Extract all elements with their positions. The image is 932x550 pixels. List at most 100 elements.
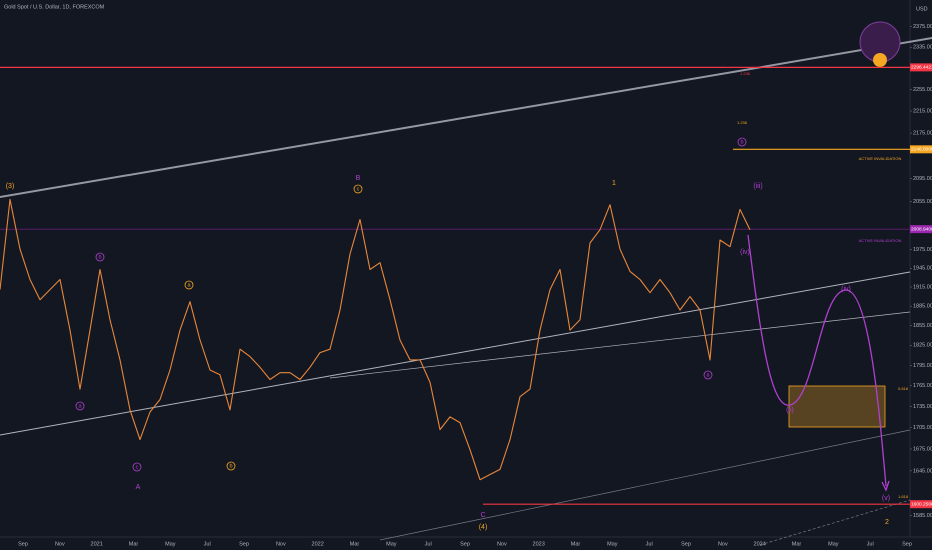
- y-tick-label: 1945.0000: [913, 266, 932, 272]
- wave-label: C: [480, 512, 485, 519]
- x-tick-label: Nov: [718, 541, 728, 547]
- wave-label: (iv): [740, 249, 750, 256]
- x-tick-label: Sep: [681, 541, 691, 547]
- y-tick-label: 1675.0000: [913, 446, 932, 452]
- wave-circle: [95, 252, 105, 262]
- level-note: 0.618: [898, 386, 909, 391]
- wave-label: a: [187, 282, 191, 288]
- x-tick-label: 2021: [91, 541, 103, 547]
- y-tick-label: 1975.0000: [913, 247, 932, 253]
- wave-circle: [184, 280, 194, 290]
- wave-circle: [132, 462, 142, 472]
- x-tick-label: 2022: [312, 541, 324, 547]
- x-tick-label: Jul: [646, 541, 653, 547]
- y-tick-label: 2255.0000: [913, 87, 932, 93]
- currency: USD: [916, 6, 928, 12]
- level-label: 1600.2508: [911, 501, 932, 507]
- y-tick-label: 1765.0000: [913, 383, 932, 389]
- x-tick-label: Jul: [867, 541, 874, 547]
- projection-arrow: [881, 480, 890, 492]
- wave-label: 1: [612, 180, 616, 187]
- channel-line: [0, 37, 932, 198]
- wave-label: (4): [479, 524, 488, 531]
- wave-label: (iii): [753, 183, 762, 190]
- x-tick-label: Jul: [425, 541, 432, 547]
- target-zone: [788, 385, 886, 428]
- logo-coin: [873, 53, 887, 67]
- level-note: 1.618: [898, 494, 909, 499]
- projection-path: [747, 234, 887, 487]
- y-tick-label: 2055.0000: [913, 199, 932, 205]
- level-label: 2296.4421: [911, 65, 932, 71]
- wave-label: b: [229, 463, 232, 469]
- x-tick-label: May: [607, 541, 618, 547]
- level-label-box: [910, 63, 932, 72]
- x-tick-label: Sep: [902, 541, 912, 547]
- channel-line: [0, 271, 911, 436]
- x-tick-label: Nov: [276, 541, 286, 547]
- y-tick-label: 1585.0000: [913, 513, 932, 519]
- y-tick-label: 1795.0000: [913, 363, 932, 369]
- x-tick-label: 2024: [754, 541, 766, 547]
- wave-circle: [737, 137, 747, 147]
- wave-label: a: [78, 403, 82, 409]
- x-tick-label: Mar: [129, 541, 139, 547]
- y-tick-label: 1885.0000: [913, 304, 932, 310]
- x-tick-label: Nov: [55, 541, 65, 547]
- wave-label: (3): [6, 183, 15, 190]
- wave-circle: [75, 401, 85, 411]
- y-tick-label: 2335.0000: [913, 45, 932, 51]
- x-tick-label: Sep: [460, 541, 470, 547]
- x-tick-label: Sep: [239, 541, 249, 547]
- wave-label: c: [136, 464, 139, 470]
- level-label-box: [910, 145, 932, 154]
- y-tick-label: 1705.0000: [913, 425, 932, 431]
- x-tick-label: May: [828, 541, 839, 547]
- channel-line: [329, 311, 911, 379]
- chart-title: Gold Spot / U.S. Dollar, 1D, FOREXCOM: [4, 4, 105, 10]
- level-label: 2008.9400: [911, 226, 932, 232]
- level-note: 1.236: [740, 71, 751, 76]
- x-tick-label: Jul: [204, 541, 211, 547]
- price-line: [0, 198, 751, 481]
- wave-label: b: [98, 254, 101, 260]
- x-tick-label: Mar: [350, 541, 360, 547]
- y-tick-label: 1645.0000: [913, 468, 932, 474]
- level-note: ACTIVE INVALIDATION: [859, 238, 902, 243]
- x-tick-label: Mar: [792, 541, 802, 547]
- y-tick-label: 1735.0000: [913, 404, 932, 410]
- wave-circle: [226, 461, 236, 471]
- level-label: 2146.0000: [911, 147, 932, 153]
- wave-label: (iv): [841, 286, 851, 293]
- y-tick-label: 2215.0000: [913, 108, 932, 114]
- level-note: ACTIVE INVALIDATION: [859, 156, 902, 161]
- wave-label: A: [136, 484, 141, 491]
- wave-label: a: [706, 372, 710, 378]
- y-tick-label: 1855.0000: [913, 323, 932, 329]
- x-tick-label: May: [386, 541, 397, 547]
- wave-label: 2: [885, 519, 889, 526]
- level-label-box: [910, 225, 932, 234]
- x-tick-label: May: [165, 541, 176, 547]
- x-tick-label: 2023: [533, 541, 545, 547]
- wave-label: c: [357, 186, 360, 192]
- x-tick-label: Nov: [497, 541, 507, 547]
- x-tick-label: Sep: [18, 541, 28, 547]
- wave-label: (v): [882, 495, 890, 502]
- wave-label: b: [740, 139, 743, 145]
- y-tick-label: 2175.0000: [913, 131, 932, 137]
- y-tick-label: 1825.0000: [913, 343, 932, 349]
- y-tick-label: 2095.0000: [913, 176, 932, 182]
- level-note: 1.236: [737, 120, 748, 125]
- wave-label: (ii): [786, 407, 794, 414]
- x-tick-label: Mar: [571, 541, 581, 547]
- y-tick-label: 1915.0000: [913, 284, 932, 290]
- channel-line: [759, 499, 911, 546]
- level-label-box: [910, 500, 932, 509]
- wave-circle: [353, 184, 363, 194]
- y-tick-label: 2375.0000: [913, 24, 932, 30]
- channel-line: [379, 429, 911, 541]
- wave-circle: [703, 370, 713, 380]
